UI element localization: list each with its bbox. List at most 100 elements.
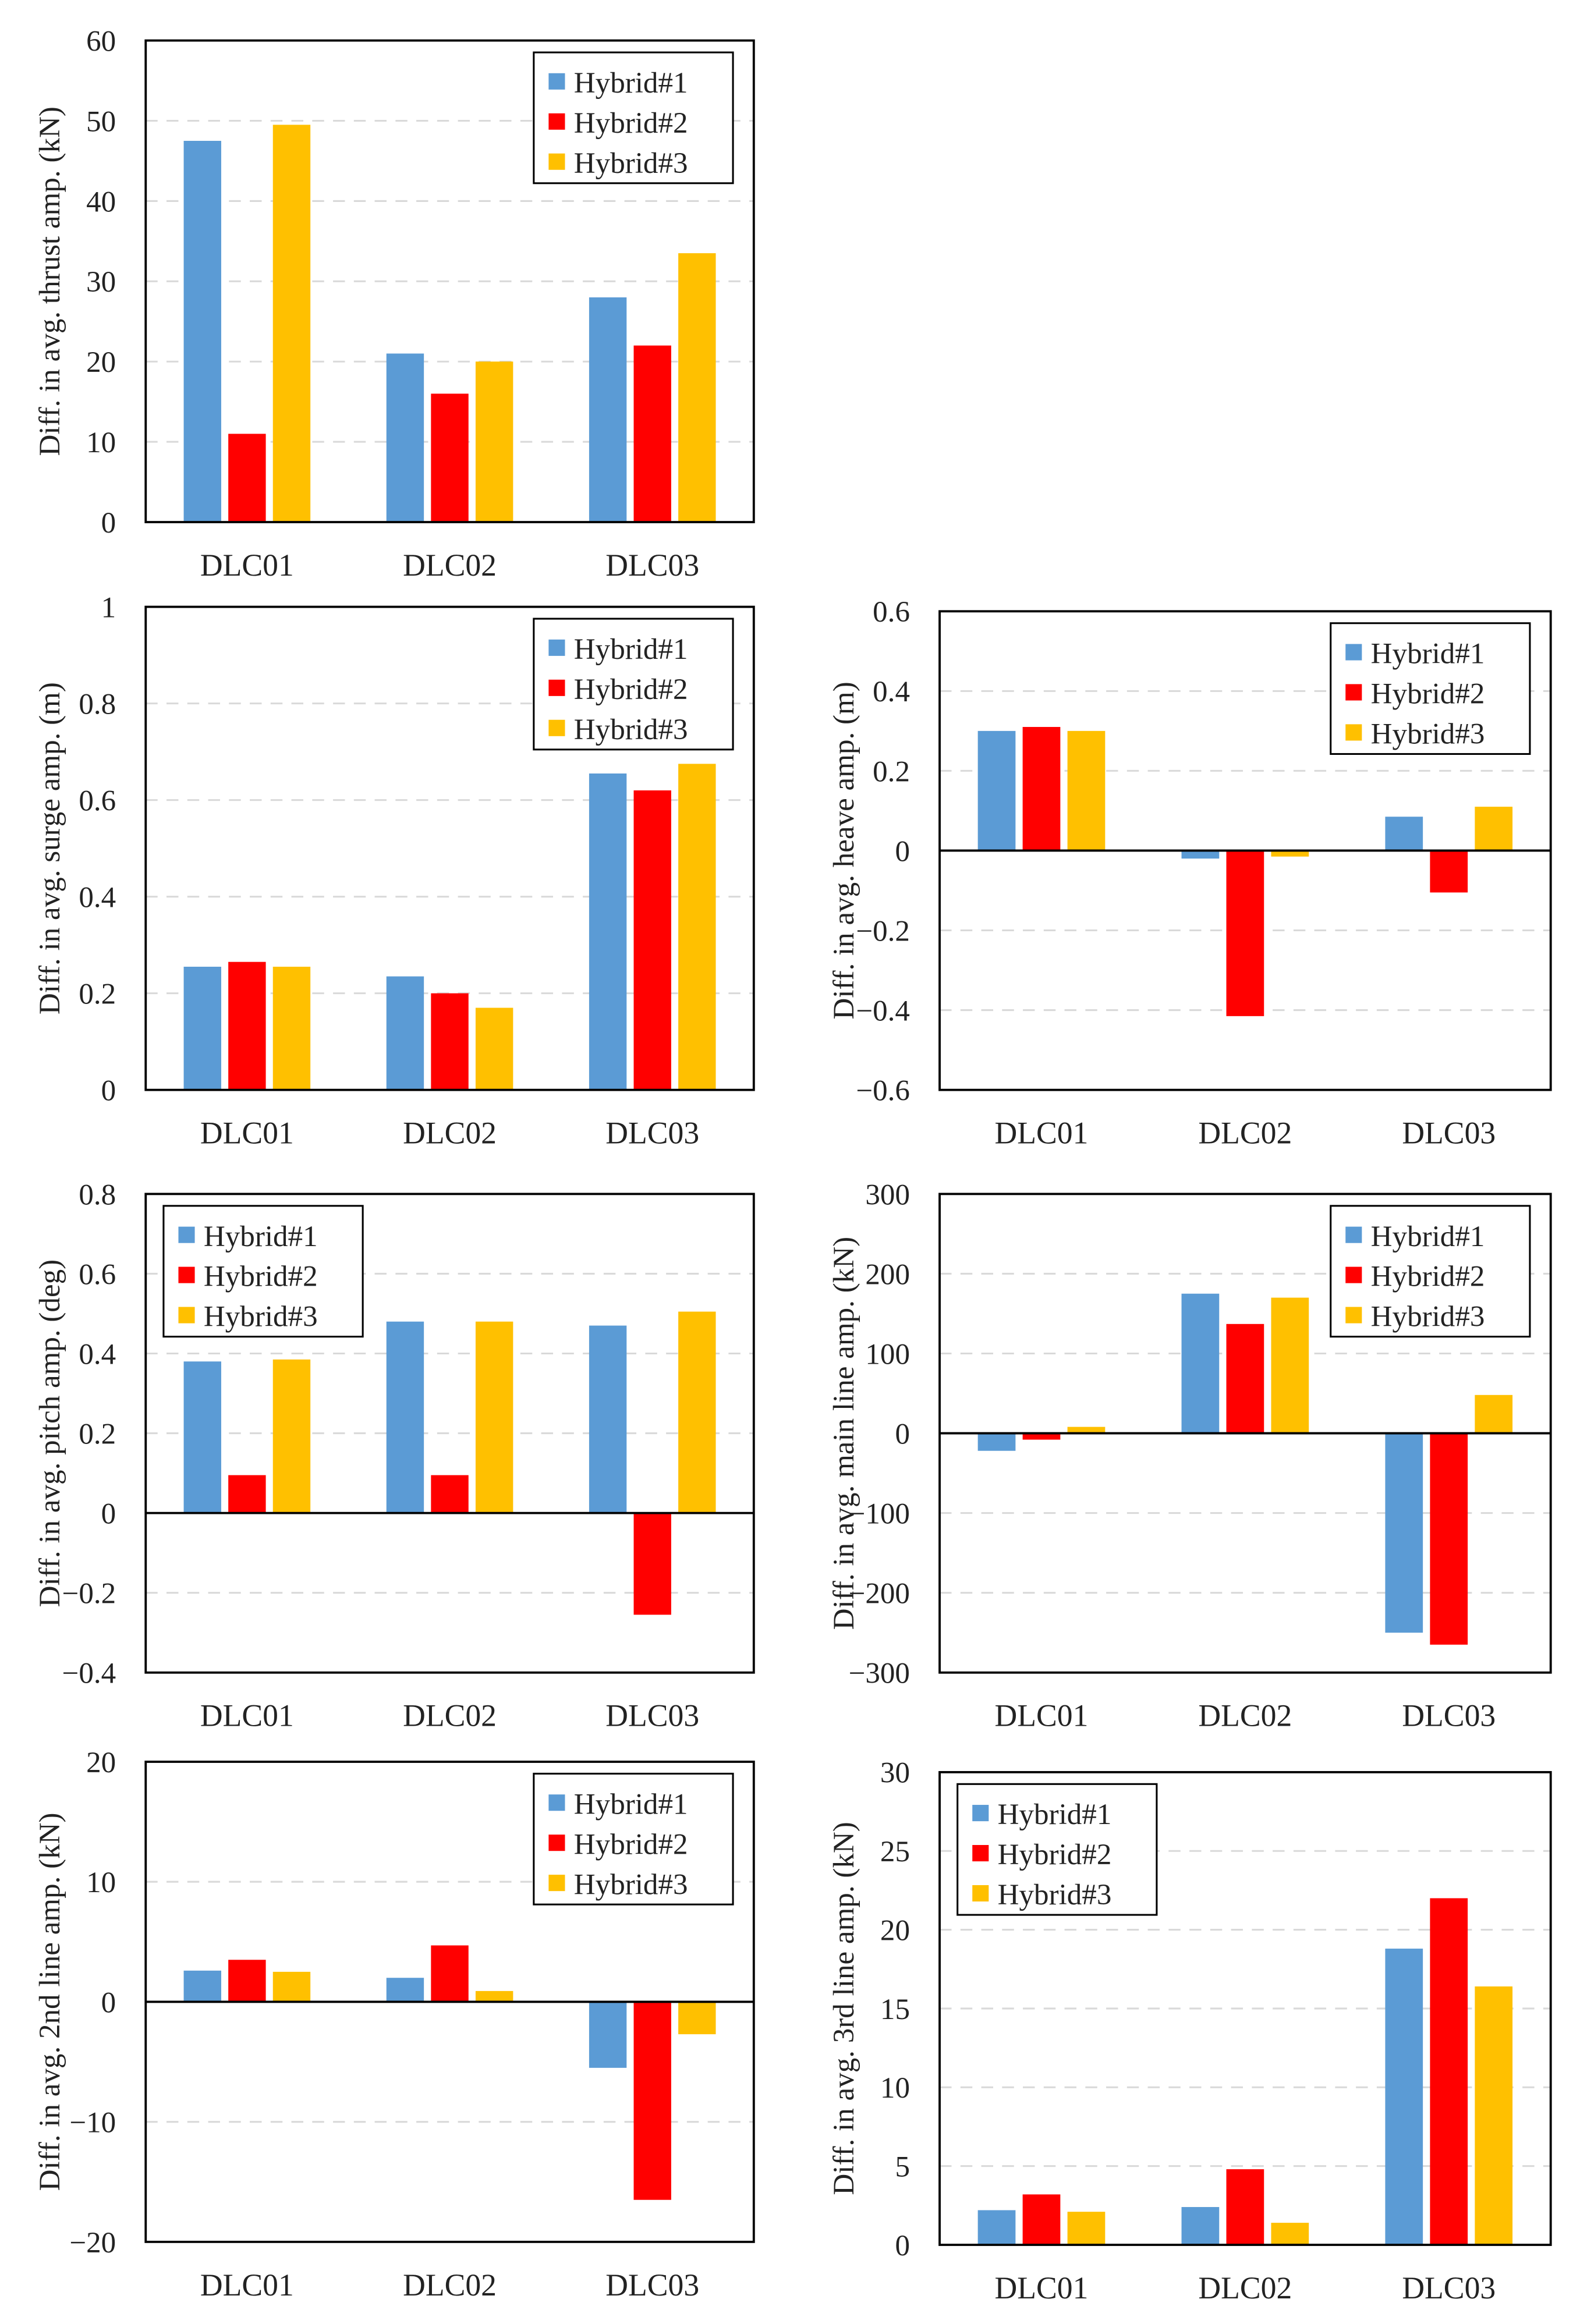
- legend-swatch: [972, 1805, 989, 1822]
- y-tick-label: 30: [880, 1757, 910, 1790]
- bar-hybrid-2-dlc01: [228, 1960, 266, 2002]
- y-axis-label: Diff. in avg. pitch amp. (deg): [33, 1259, 66, 1607]
- bar-hybrid-3-dlc03: [1475, 1986, 1513, 2245]
- plot-frame: [144, 39, 755, 523]
- bar-hybrid-3-dlc03: [1475, 807, 1513, 851]
- legend-swatch: [178, 1266, 195, 1283]
- bar-hybrid-1-dlc02: [1181, 850, 1220, 859]
- legend-swatch: [548, 1794, 565, 1811]
- x-tick-label: DLC03: [605, 1698, 699, 1733]
- y-tick-label: 300: [865, 1178, 910, 1211]
- bar-hybrid-1-dlc03: [589, 773, 627, 1090]
- bar-hybrid-1-dlc02: [386, 1978, 424, 2002]
- legend-label: Hybrid#1: [574, 66, 688, 100]
- y-tick-label: 30: [86, 265, 116, 299]
- legend-swatch: [548, 73, 565, 90]
- y-tick-label: −100: [849, 1498, 910, 1531]
- legend-swatch: [548, 113, 565, 130]
- legend-label: Hybrid#2: [1371, 1260, 1485, 1293]
- plot-frame: [144, 605, 755, 1091]
- bar-hybrid-2-dlc03: [633, 1513, 671, 1615]
- x-tick-label: DLC02: [403, 1116, 497, 1151]
- legend-swatch: [548, 1835, 565, 1851]
- bar-hybrid-2-dlc02: [431, 393, 469, 523]
- bar-hybrid-3-dlc01: [272, 1971, 311, 2002]
- legend: Hybrid#1 Hybrid#2 Hybrid#3: [533, 618, 734, 751]
- y-tick-label: 0.6: [873, 595, 910, 629]
- legend-swatch: [548, 679, 565, 696]
- bar-hybrid-1-dlc02: [1181, 1293, 1220, 1434]
- bar-hybrid-1-dlc02: [386, 1321, 424, 1513]
- bar-hybrid-1-dlc02: [1181, 2207, 1220, 2245]
- legend-swatch: [972, 1845, 989, 1862]
- legend-box: [533, 618, 734, 751]
- y-tick-label: 20: [880, 1914, 910, 1947]
- bar-hybrid-2-dlc02: [1226, 1324, 1264, 1434]
- legend-box: [533, 1772, 734, 1906]
- y-tick-label: 25: [880, 1835, 910, 1868]
- legend-box: [956, 1783, 1158, 1916]
- y-tick-label: −300: [849, 1657, 910, 1690]
- bar-hybrid-2-dlc02: [431, 1945, 469, 2002]
- legend-swatch: [178, 1226, 195, 1243]
- legend-label: Hybrid#1: [204, 1220, 318, 1253]
- y-tick-label: 10: [86, 1866, 116, 1899]
- bar-hybrid-3-dlc01: [1067, 1427, 1106, 1434]
- x-tick-label: DLC03: [1402, 1116, 1496, 1151]
- y-tick-label: −0.2: [62, 1577, 116, 1610]
- y-tick-label: 15: [880, 1993, 910, 2026]
- legend-swatch: [1345, 1226, 1362, 1243]
- x-tick-label: DLC02: [403, 1698, 497, 1733]
- bar-hybrid-2-dlc02: [1226, 2169, 1264, 2245]
- y-tick-label: 0.8: [79, 1178, 116, 1211]
- x-tick-label: DLC02: [403, 548, 497, 583]
- y-tick-label: 0.4: [873, 675, 910, 708]
- bar-hybrid-2-dlc03: [1430, 1898, 1468, 2245]
- bar-hybrid-3-dlc02: [1271, 1297, 1309, 1434]
- y-axis-label: Diff. in avg. heave amp. (m): [827, 682, 860, 1019]
- x-tick-label: DLC01: [200, 2268, 294, 2302]
- y-tick-label: 200: [865, 1258, 910, 1291]
- legend-swatch: [1345, 1307, 1362, 1324]
- legend-label: Hybrid#1: [574, 1787, 688, 1821]
- plot-frame: [144, 1761, 755, 2243]
- legend-box: [533, 51, 734, 184]
- plot-frame: [938, 1771, 1552, 2246]
- y-axis-label: Diff. in avg. surge amp. (m): [33, 682, 66, 1014]
- chart-7: 0 5 10 15 20 25 30 DLC01 DLC02 DLC03 Diff. in avg.…: [827, 1757, 1552, 2305]
- bar-hybrid-3-dlc01: [272, 966, 311, 1090]
- y-tick-label: 20: [86, 1746, 116, 1779]
- legend-swatch: [548, 719, 565, 736]
- bar-hybrid-2-dlc01: [1022, 1433, 1061, 1440]
- y-tick-label: 0: [101, 1074, 116, 1108]
- bar-hybrid-1-dlc01: [977, 730, 1016, 851]
- bar-hybrid-3-dlc02: [475, 1991, 513, 2002]
- chart-5: −300 −200 −100 0 100 200 300 DLC01 DLC02 DLC03 Dif…: [827, 1178, 1552, 1733]
- x-tick-label: DLC03: [605, 2268, 699, 2302]
- legend-box: [162, 1205, 364, 1338]
- bar-hybrid-3-dlc02: [1271, 2223, 1309, 2245]
- legend-swatch: [1345, 644, 1362, 661]
- bar-hybrid-2-dlc03: [633, 2002, 671, 2200]
- legend-label: Hybrid#2: [574, 107, 688, 140]
- y-axis-label: Diff. in avg. main line amp. (kN): [827, 1237, 860, 1630]
- legend-label: Hybrid#3: [204, 1300, 318, 1333]
- x-tick-label: DLC01: [200, 1698, 294, 1733]
- x-tick-label: DLC02: [1198, 2270, 1292, 2305]
- bar-hybrid-1-dlc01: [183, 1970, 221, 2002]
- bar-hybrid-3-dlc01: [1067, 2212, 1106, 2245]
- legend-swatch: [178, 1307, 195, 1324]
- x-tick-label: DLC01: [995, 2270, 1089, 2305]
- bar-hybrid-3-dlc03: [678, 764, 716, 1090]
- bar-hybrid-1-dlc01: [183, 140, 221, 523]
- legend-label: Hybrid#3: [1371, 718, 1485, 751]
- y-tick-label: 10: [86, 426, 116, 459]
- legend-label: Hybrid#3: [998, 1878, 1112, 1911]
- bar-hybrid-3-dlc01: [272, 125, 311, 523]
- y-tick-label: −0.4: [856, 994, 910, 1027]
- y-tick-label: 50: [86, 105, 116, 138]
- legend-swatch: [1345, 1266, 1362, 1283]
- bar-hybrid-2-dlc01: [228, 1475, 266, 1513]
- bar-hybrid-2-dlc03: [633, 345, 671, 523]
- bar-hybrid-2-dlc03: [633, 790, 671, 1090]
